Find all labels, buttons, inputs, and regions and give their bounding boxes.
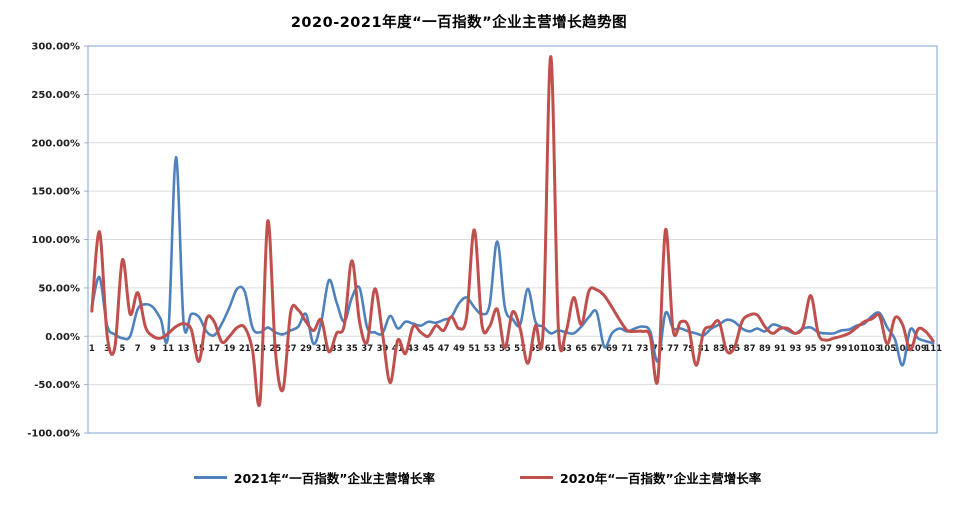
y-axis-tick-label: 100.00%	[31, 235, 80, 246]
trend-chart-plot: 300.00%250.00%200.00%150.00%100.00%50.00…	[27, 42, 942, 440]
y-axis-tick-label: 0.00%	[45, 332, 80, 343]
legend-item-2020: 2020年“一百指数”企业主营增长率	[520, 468, 761, 487]
x-axis-tick-label: 105	[878, 344, 896, 354]
x-axis-tick-label: 33	[331, 344, 343, 354]
x-axis-tick-label: 79	[682, 344, 694, 354]
x-axis-tick-label: 29	[300, 344, 312, 354]
y-axis-tick-label: 150.00%	[31, 187, 80, 198]
x-axis-tick-label: 57	[514, 344, 526, 354]
x-axis-tick-label: 43	[407, 344, 419, 354]
chart-legend: 2021年“一百指数”企业主营增长率 2020年“一百指数”企业主营增长率	[0, 468, 955, 487]
x-axis-tick-label: 41	[392, 344, 404, 354]
legend-line-icon-2020	[520, 475, 553, 480]
x-axis-tick-label: 11	[162, 344, 174, 354]
x-axis-tick-label: 99	[835, 344, 847, 354]
legend-label-2021: 2021年“一百指数”企业主营增长率	[233, 471, 435, 486]
x-axis-tick-label: 17	[208, 344, 220, 354]
legend-line-icon-2021	[193, 475, 227, 480]
x-axis-tick-label: 45	[422, 344, 434, 354]
x-axis-tick-label: 53	[484, 344, 496, 354]
x-axis-tick-label: 5	[119, 344, 125, 354]
x-axis-tick-label: 61	[545, 344, 557, 354]
x-axis-tick-label: 63	[560, 344, 572, 354]
series-line-2020	[90, 55, 935, 407]
x-axis-tick-label: 71	[621, 344, 633, 354]
x-axis-tick-label: 83	[713, 344, 725, 354]
x-axis-tick-label: 103	[863, 344, 881, 354]
y-axis-tick-label: 200.00%	[31, 138, 80, 149]
x-axis-tick-label: 49	[453, 344, 465, 354]
x-axis-tick-label: 65	[575, 344, 587, 354]
x-axis-tick-label: 35	[346, 344, 358, 354]
x-axis-tick-label: 59	[529, 344, 541, 354]
x-axis-tick-label: 87	[744, 344, 756, 354]
x-axis-tick-label: 3	[104, 344, 110, 354]
legend-label-2020: 2020年“一百指数”企业主营增长率	[560, 471, 762, 486]
x-axis-tick-label: 31	[315, 344, 327, 354]
x-axis-tick-label: 109	[909, 344, 927, 354]
x-axis-tick-label: 91	[774, 344, 786, 354]
x-axis-tick-label: 37	[361, 344, 373, 354]
y-axis-tick-label: 50.00%	[38, 283, 80, 294]
x-axis-tick-label: 15	[193, 344, 205, 354]
x-axis-tick-label: 9	[150, 344, 156, 354]
x-axis-tick-label: 97	[820, 344, 832, 354]
y-axis-tick-label: -50.00%	[34, 380, 80, 391]
x-axis-tick-label: 81	[698, 344, 710, 354]
x-axis-tick-label: 107	[894, 344, 912, 354]
x-axis-tick-label: 27	[285, 344, 297, 354]
y-axis-tick-label: 300.00%	[31, 42, 80, 53]
x-axis-tick-label: 1	[89, 344, 95, 354]
x-axis-tick-label: 13	[178, 344, 190, 354]
x-axis-tick-label: 47	[438, 344, 450, 354]
legend-item-2021: 2021年“一百指数”企业主营增长率	[193, 468, 435, 487]
x-axis-tick-label: 75	[652, 344, 664, 354]
x-axis-tick-label: 77	[667, 344, 679, 354]
x-axis-tick-label: 95	[805, 344, 817, 354]
x-axis-tick-label: 93	[790, 344, 802, 354]
x-axis-tick-label: 73	[637, 344, 649, 354]
x-axis-tick-label: 89	[759, 344, 771, 354]
y-axis-tick-label: 250.00%	[31, 90, 80, 101]
x-axis-tick-label: 69	[606, 344, 618, 354]
x-axis-tick-label: 111	[924, 344, 942, 354]
x-axis-tick-label: 7	[135, 344, 141, 354]
x-axis-tick-label: 67	[591, 344, 603, 354]
y-axis-tick-label: -100.00%	[27, 429, 80, 440]
x-axis-tick-label: 23	[254, 344, 266, 354]
x-axis-tick-label: 101	[848, 344, 866, 354]
x-axis-tick-label: 39	[377, 344, 389, 354]
chart-title: 2020-2021年度“一百指数”企业主营增长趋势图	[290, 15, 628, 31]
x-axis-tick-label: 51	[468, 344, 480, 354]
x-axis-tick-label: 19	[224, 344, 236, 354]
x-axis-tick-label: 21	[239, 344, 251, 354]
